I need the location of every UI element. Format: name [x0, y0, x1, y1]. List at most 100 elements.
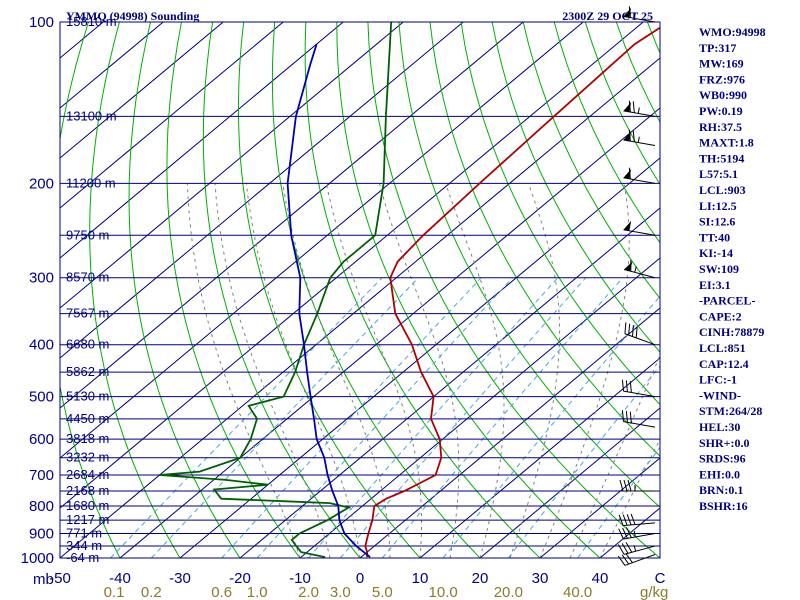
- mixing-ratio-labels: 0.1 0.2 0.6 1.0 2.0 3.0 5.0 10.0 20.0 40.0: [104, 584, 593, 600]
- isotherm-line: [419, 357, 660, 558]
- dry-adiabat: [522, 22, 660, 300]
- wind-barb: [618, 527, 656, 540]
- isotherm-line: [239, 207, 660, 558]
- temperature-tick-label: 40: [592, 570, 609, 587]
- wind-barb: [621, 410, 656, 428]
- wind-barb: [623, 6, 656, 23]
- index-entry: SI:12.6: [699, 215, 735, 229]
- dry-adiabat: [584, 22, 660, 186]
- height-label: 13100 m: [66, 108, 117, 123]
- isotherm-line: [60, 22, 584, 459]
- height-label: 5862 m: [66, 364, 109, 379]
- height-label: 9750 m: [66, 227, 109, 242]
- chart-title: YMMQ (94998) Sounding: [66, 9, 199, 23]
- isotherm-line: [60, 22, 464, 359]
- temperature-profile: [364, 26, 660, 558]
- index-entry: STM:264/28: [699, 404, 762, 418]
- index-entry: WMO:94998: [699, 25, 766, 39]
- index-entry: SRDS:96: [699, 452, 746, 466]
- index-entry: LI:12.5: [699, 199, 737, 213]
- index-entry: EHI:0.0: [699, 467, 740, 481]
- wind-barb: [617, 542, 656, 555]
- temperature-tick-label: 0: [356, 570, 364, 587]
- wind-barbs: [617, 6, 656, 566]
- mixing-ratio-tick-label: 0.1: [104, 584, 125, 600]
- mixing-ratio-tick-label: 0.2: [141, 584, 162, 600]
- height-label: 3818 m: [66, 431, 109, 446]
- index-entry: WB0:990: [699, 88, 747, 102]
- mixing-ratio-tick-label: 5.0: [372, 584, 393, 600]
- mixing-ratio-tick-label: 40.0: [563, 584, 592, 600]
- wind-barb: [623, 100, 656, 117]
- index-entry: L57:5.1: [699, 167, 738, 181]
- wind-barb: [623, 129, 656, 147]
- height-label: 771 m: [66, 525, 102, 540]
- height-label: 4450 m: [66, 411, 109, 426]
- temperature-tick-label: 20: [472, 570, 489, 587]
- wind-barb: [624, 322, 656, 346]
- wind-barb: [623, 167, 656, 184]
- height-label: 344 m: [66, 538, 102, 553]
- height-label: 2684 m: [66, 467, 109, 482]
- mixing-ratio-tick-label: 20.0: [494, 584, 523, 600]
- height-label: 2168 m: [66, 483, 109, 498]
- isotherm-line: [359, 307, 660, 558]
- pressure-tick-label: 1000: [21, 550, 54, 567]
- isotherm-line: [479, 407, 660, 558]
- mixing-ratio-line: [256, 277, 513, 558]
- index-entry: MW:169: [699, 57, 744, 71]
- temperature-tick-label: -10: [289, 570, 311, 587]
- pressure-tick-label: 400: [29, 337, 54, 354]
- index-entry: SW:109: [699, 262, 739, 276]
- pressure-unit-label: mb: [33, 571, 54, 588]
- index-entry: EI:3.1: [699, 278, 731, 292]
- moist-adiabat: [599, 438, 660, 558]
- isotherm-line: [60, 22, 644, 509]
- mixing-ratio-line: [339, 277, 587, 558]
- index-entry: HEL:30: [699, 420, 740, 434]
- height-label: -64 m: [66, 550, 99, 565]
- height-label: 11200 m: [66, 175, 116, 190]
- height-label: 3232 m: [66, 450, 109, 465]
- wind-barb: [619, 479, 655, 492]
- pressure-axis-labels: 100 200 300 400 500 600 700 800 900 1000: [21, 14, 54, 567]
- index-entry: FRZ:976: [699, 72, 745, 86]
- isotherm-line: [60, 57, 660, 558]
- wind-barb: [623, 220, 656, 236]
- dry-adiabat: [367, 22, 660, 558]
- temperature-tick-label: C: [655, 570, 666, 587]
- wind-barb: [617, 553, 656, 566]
- dewpoint-profile: [159, 22, 393, 558]
- mixing-ratio-line: [442, 295, 660, 558]
- moist-adiabat: [569, 353, 660, 558]
- temperature-tick-label: -40: [109, 570, 131, 587]
- height-label: 1680 m: [66, 498, 109, 513]
- index-entry: BSHR:16: [699, 499, 748, 513]
- height-label: 6680 m: [66, 337, 109, 352]
- isotherm-line: [60, 22, 404, 309]
- index-entry: -PARCEL-: [699, 294, 755, 308]
- index-entry: SHR+:0.0: [699, 436, 750, 450]
- wind-barb: [618, 513, 656, 527]
- temperature-tick-label: 30: [532, 570, 549, 587]
- isotherm-line: [60, 22, 344, 259]
- height-label: 7567 m: [66, 306, 109, 321]
- pressure-tick-label: 800: [29, 498, 54, 515]
- height-label: 15810 m: [66, 14, 117, 29]
- wind-barb: [623, 259, 656, 279]
- isotherm-line: [119, 107, 660, 558]
- dry-adiabat: [460, 22, 660, 406]
- dry-adiabat: [772, 22, 800, 558]
- plot-frame: [59, 21, 661, 559]
- height-labels: 15810 m 13100 m 11200 m 9750 m 8570 m 7567 m 6…: [66, 14, 117, 565]
- index-entry: TT:40: [699, 230, 730, 244]
- wind-barb: [621, 379, 656, 398]
- isotherm-line: [60, 22, 284, 209]
- temperature-axis-labels: -50 -40 -30 -20 -10 0 10 20 30 40 C: [49, 570, 665, 587]
- valid-time: 2300Z 29 OCT 25: [562, 9, 653, 23]
- pressure-tick-label: 900: [29, 525, 54, 542]
- index-entry: KI:-14: [699, 246, 733, 260]
- pressure-tick-label: 600: [29, 431, 54, 448]
- temperature-tick-label: 10: [412, 570, 429, 587]
